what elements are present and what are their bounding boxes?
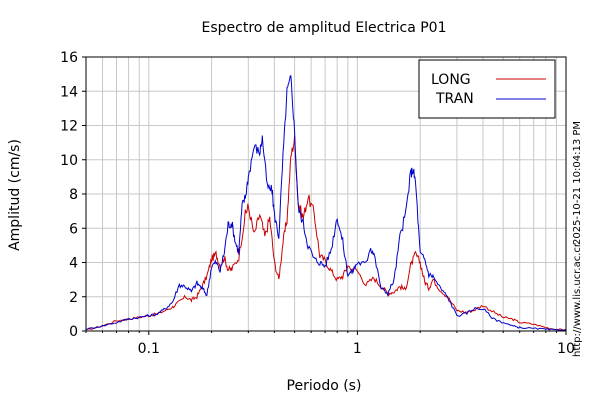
legend-label-long: LONG (431, 72, 471, 88)
tick-layer: 0 2 4 6 8 10 12 14 16 0.1 1 10 (60, 50, 575, 357)
x-axis-label: Periodo (s) (287, 378, 362, 394)
series-layer (85, 75, 567, 332)
chart-title: Espectro de amplitud Electrica P01 (202, 20, 447, 36)
y-tick-label: 6 (69, 221, 78, 237)
y-tick-label: 12 (60, 119, 78, 135)
y-tick-label: 14 (60, 84, 78, 100)
legend-box (418, 59, 556, 119)
series-line-tran (85, 75, 567, 332)
x-tick-label: 10 (557, 341, 575, 357)
y-tick-label: 0 (69, 324, 78, 340)
legend-label-tran: TRAN (435, 91, 474, 107)
series-line-long (85, 135, 567, 331)
y-tick-label: 10 (60, 153, 78, 169)
y-tick-label: 4 (69, 256, 78, 272)
y-tick-label: 8 (69, 187, 78, 203)
y-tick-label: 2 (69, 290, 78, 306)
legend: LONG TRAN (418, 59, 556, 119)
x-tick-label: 1 (353, 341, 362, 357)
timestamp-label: 2025-10-21 10:04:13 PM (572, 121, 583, 245)
y-tick-label: 16 (60, 50, 78, 66)
y-axis-label: Amplitud (cm/s) (7, 139, 23, 251)
url-label: http://www.lis.ucr.ac.cr (572, 242, 583, 357)
x-tick-label: 0.1 (138, 341, 160, 357)
grid-layer (85, 56, 567, 332)
